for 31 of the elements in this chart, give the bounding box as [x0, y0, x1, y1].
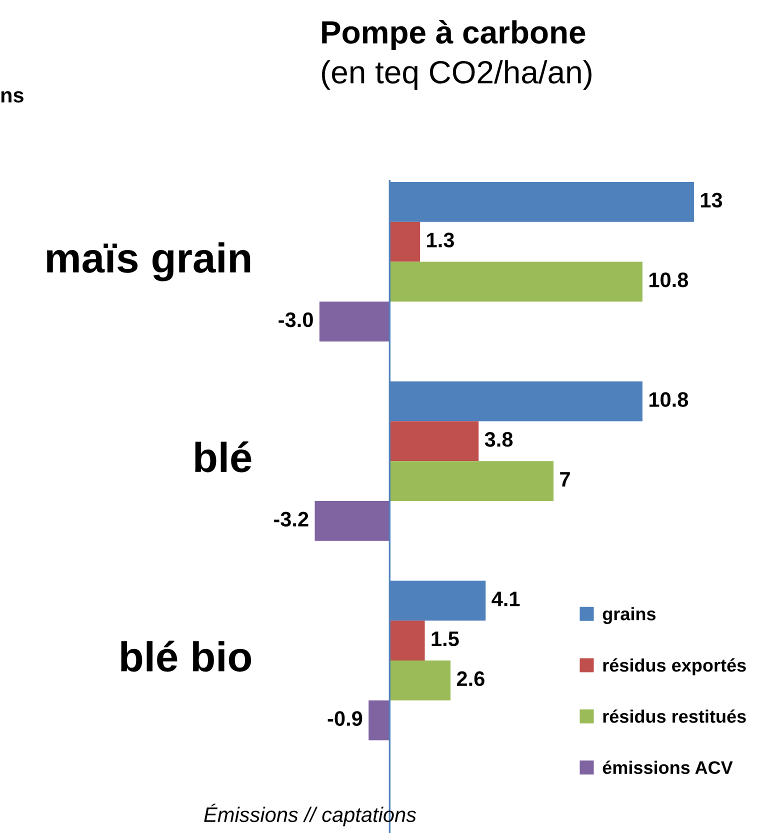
legend-label: grains — [602, 607, 656, 624]
bar — [319, 302, 390, 342]
legend-label: émissions ACV — [602, 760, 733, 774]
legend-label: résidus restitués — [603, 709, 746, 723]
data-label: 4.1 — [492, 592, 520, 606]
data-label: -3.0 — [278, 312, 313, 328]
bar — [314, 501, 390, 541]
data-label: 10.8 — [649, 392, 688, 407]
y-tick-label: blé bio — [121, 640, 252, 672]
chart-title: Pompe à carbone — [322, 20, 586, 50]
chart-subtitle: (en teq CO2/ha/an) — [322, 60, 592, 90]
bar — [390, 620, 425, 661]
bar — [390, 262, 642, 302]
bar — [390, 660, 451, 700]
data-label: 3.8 — [484, 432, 513, 447]
data-label: 1.5 — [432, 632, 459, 646]
data-label: 10.8 — [649, 272, 688, 288]
text: ns — [1, 91, 24, 103]
data-label: 13 — [700, 192, 722, 208]
bar — [390, 222, 420, 262]
bar — [390, 461, 554, 502]
bar — [390, 421, 479, 462]
bar — [368, 700, 390, 740]
y-tick-label: blé — [195, 441, 252, 472]
data-label: 2.6 — [456, 671, 484, 686]
data-label: 7 — [560, 472, 570, 486]
legend-label: résidus exportés — [603, 658, 746, 676]
y-tick-label: maïs grain — [47, 242, 250, 282]
data-label: 1.3 — [427, 232, 454, 248]
data-label: -3.2 — [274, 512, 308, 527]
data-label: -0.9 — [328, 711, 362, 726]
